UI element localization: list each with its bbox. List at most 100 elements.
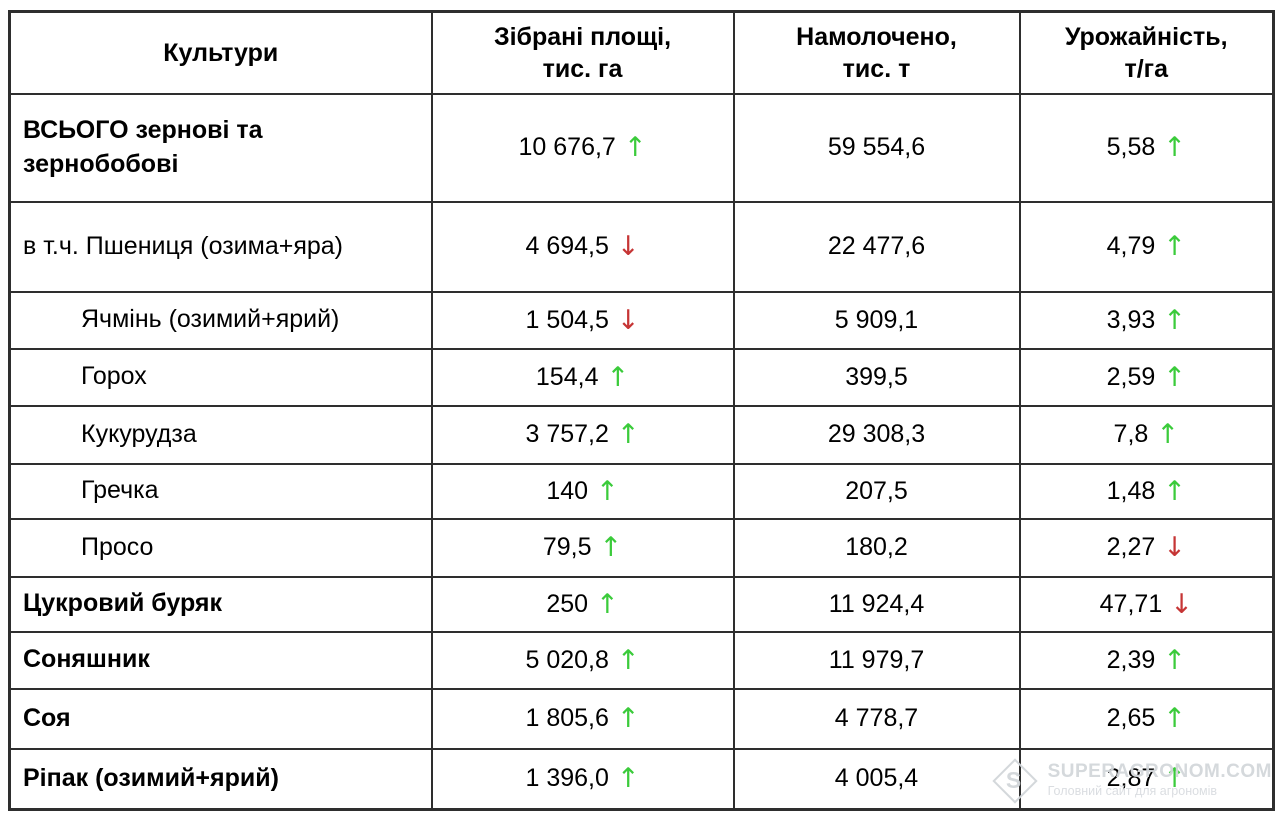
trend-up-icon: ↑ bbox=[596, 475, 619, 507]
col-header-yield: Урожайність, т/га bbox=[1018, 10, 1275, 95]
yield-value: 4,79 bbox=[1106, 232, 1156, 260]
area-cell: 5 020,8 ↑ bbox=[430, 630, 735, 690]
col-header-line: Культури bbox=[163, 38, 279, 67]
crop-name: Соя bbox=[8, 687, 433, 750]
trend-down-icon: ↓ bbox=[1163, 532, 1186, 563]
area-value: 154,4 bbox=[535, 362, 599, 391]
trend-up-icon: ↑ bbox=[1163, 132, 1186, 163]
crop-name: Горох bbox=[8, 347, 433, 407]
table-row: Просо 79,5 ↑ 180,2 2,27 ↓ bbox=[8, 517, 1275, 578]
area-value: 10 676,7 bbox=[518, 133, 616, 161]
threshed-value: 4 778,7 bbox=[834, 704, 919, 732]
area-cell: 1 396,0 ↑ bbox=[430, 747, 735, 811]
area-cell: 1 805,6 ↑ bbox=[430, 687, 735, 750]
area-cell: 154,4 ↑ bbox=[430, 347, 735, 407]
trend-up-icon: ↑ bbox=[616, 763, 640, 795]
yield-value: 2,39 bbox=[1106, 645, 1156, 674]
yield-cell: 5,58 ↑ bbox=[1018, 92, 1275, 203]
crop-name: Кукурудза bbox=[8, 404, 433, 465]
area-cell: 4 694,5 ↓ bbox=[430, 200, 735, 293]
threshed-value: 399,5 bbox=[845, 362, 908, 391]
threshed-cell: 5 909,1 bbox=[732, 290, 1021, 350]
yield-value: 7,8 bbox=[1113, 420, 1149, 448]
yield-cell: 47,71 ↓ bbox=[1018, 575, 1275, 633]
yield-value: 5,58 bbox=[1106, 133, 1156, 161]
threshed-value: 4 005,4 bbox=[834, 764, 919, 793]
crop-name: Цукровий буряк bbox=[8, 575, 433, 633]
yield-cell: 2,59 ↑ bbox=[1018, 347, 1275, 407]
threshed-cell: 11 979,7 bbox=[732, 630, 1021, 690]
trend-up-icon: ↑ bbox=[1163, 231, 1186, 262]
crop-name: Гречка bbox=[8, 462, 433, 520]
area-value: 250 bbox=[546, 589, 589, 618]
yield-value: 47,71 bbox=[1099, 589, 1163, 618]
yield-cell: 7,8 ↑ bbox=[1018, 404, 1275, 465]
yield-value: 1,48 bbox=[1106, 476, 1156, 505]
col-header-line: Намолочено, bbox=[796, 22, 957, 51]
table-row: Соя 1 805,6 ↑ 4 778,7 2,65 ↑ bbox=[8, 687, 1275, 750]
table-row: Соняшник 5 020,8 ↑ 11 979,7 2,39 ↑ bbox=[8, 630, 1275, 690]
threshed-cell: 59 554,6 bbox=[732, 92, 1021, 203]
yield-value: 2,65 bbox=[1106, 704, 1156, 732]
trend-up-icon: ↑ bbox=[1163, 304, 1186, 336]
trend-up-icon: ↑ bbox=[1163, 475, 1186, 507]
yield-value: 2,87 bbox=[1106, 764, 1156, 793]
crop-name: Ріпак (озимий+ярий) bbox=[8, 747, 433, 811]
area-value: 1 504,5 bbox=[525, 305, 609, 334]
threshed-value: 207,5 bbox=[845, 476, 908, 505]
trend-up-icon: ↑ bbox=[616, 419, 640, 450]
crop-name: в т.ч. Пшениця (озима+яра) bbox=[8, 200, 433, 293]
col-header-threshed: Намолочено, тис. т bbox=[732, 10, 1021, 95]
trend-up-icon: ↑ bbox=[616, 644, 640, 676]
area-value: 79,5 bbox=[542, 533, 592, 561]
table-row: Ріпак (озимий+ярий) 1 396,0 ↑ 4 005,4 2,8… bbox=[8, 747, 1275, 811]
crop-name: Просо bbox=[8, 517, 433, 578]
threshed-cell: 29 308,3 bbox=[732, 404, 1021, 465]
yield-cell: 1,48 ↑ bbox=[1018, 462, 1275, 520]
trend-up-icon: ↑ bbox=[599, 532, 623, 563]
threshed-cell: 180,2 bbox=[732, 517, 1021, 578]
area-cell: 250 ↑ bbox=[430, 575, 735, 633]
yield-cell: 2,65 ↑ bbox=[1018, 687, 1275, 750]
table-row: Гречка 140 ↑ 207,5 1,48 ↑ bbox=[8, 462, 1275, 520]
table-row: Кукурудза 3 757,2 ↑ 29 308,3 7,8 ↑ bbox=[8, 404, 1275, 465]
area-cell: 79,5 ↑ bbox=[430, 517, 735, 578]
col-header-line: Урожайність, bbox=[1064, 22, 1228, 51]
col-header-crops: Культури bbox=[8, 10, 433, 95]
trend-up-icon: ↑ bbox=[1163, 361, 1186, 393]
threshed-value: 11 979,7 bbox=[828, 645, 925, 674]
trend-up-icon: ↑ bbox=[1163, 703, 1186, 734]
table-row: в т.ч. Пшениця (озима+яра) 4 694,5 ↓ 22 4… bbox=[8, 200, 1275, 293]
trend-up-icon: ↑ bbox=[1163, 644, 1186, 676]
yield-cell: 2,39 ↑ bbox=[1018, 630, 1275, 690]
yield-cell: 2,87 ↑ bbox=[1018, 747, 1275, 811]
threshed-value: 180,2 bbox=[845, 533, 908, 561]
threshed-value: 59 554,6 bbox=[827, 133, 926, 161]
yield-value: 2,59 bbox=[1106, 362, 1156, 391]
area-cell: 3 757,2 ↑ bbox=[430, 404, 735, 465]
area-value: 3 757,2 bbox=[525, 420, 609, 448]
crop-name-text: ВСЬОГО зернові та зернобобові bbox=[23, 115, 263, 178]
area-cell: 140 ↑ bbox=[430, 462, 735, 520]
crop-name: Ячмінь (озимий+ярий) bbox=[8, 290, 433, 350]
threshed-cell: 11 924,4 bbox=[732, 575, 1021, 633]
trend-up-icon: ↑ bbox=[606, 361, 630, 393]
trend-up-icon: ↑ bbox=[1163, 763, 1186, 795]
trend-up-icon: ↑ bbox=[596, 588, 619, 620]
trend-up-icon: ↑ bbox=[616, 703, 640, 734]
crop-name: Соняшник bbox=[8, 630, 433, 690]
crops-table: Культури Зібрані площі, тис. га Намолоче… bbox=[8, 10, 1275, 811]
threshed-cell: 207,5 bbox=[732, 462, 1021, 520]
area-value: 140 bbox=[546, 476, 589, 505]
threshed-value: 5 909,1 bbox=[834, 305, 919, 334]
table-row: Ячмінь (озимий+ярий) 1 504,5 ↓ 5 909,1 3,… bbox=[8, 290, 1275, 350]
threshed-value: 22 477,6 bbox=[827, 232, 926, 260]
yield-value: 2,27 bbox=[1106, 533, 1156, 561]
yield-cell: 4,79 ↑ bbox=[1018, 200, 1275, 293]
col-header-line: тис. т bbox=[842, 54, 911, 83]
yield-value: 3,93 bbox=[1106, 305, 1156, 334]
yield-cell: 2,27 ↓ bbox=[1018, 517, 1275, 578]
trend-down-icon: ↓ bbox=[616, 304, 640, 336]
yield-cell: 3,93 ↑ bbox=[1018, 290, 1275, 350]
